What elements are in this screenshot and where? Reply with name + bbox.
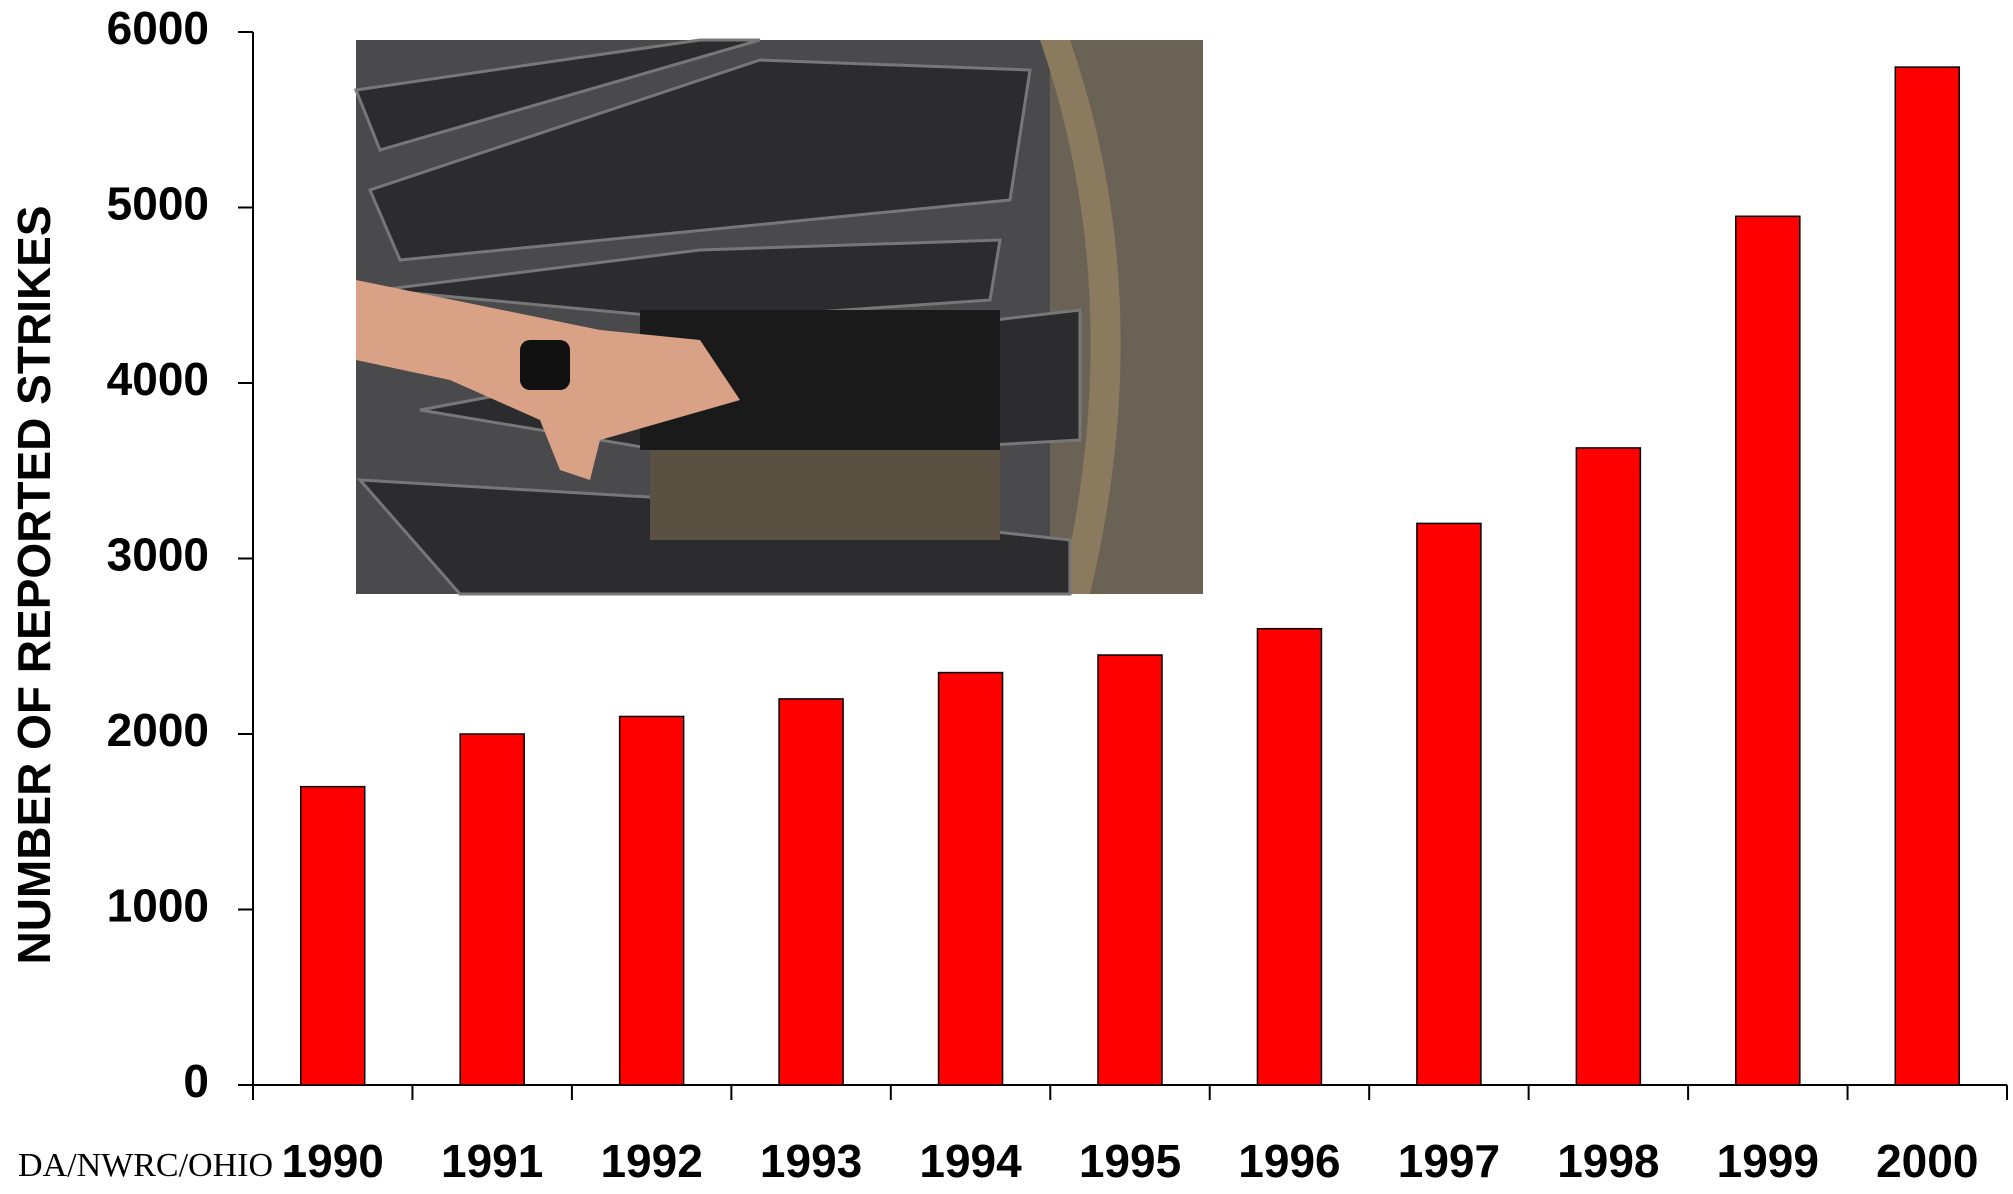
bar xyxy=(937,671,1004,1086)
bar xyxy=(618,715,685,1086)
x-tick-label: 1993 xyxy=(760,1135,862,1187)
bar xyxy=(1416,522,1482,1086)
credit: DA/NWRC/OHIO xyxy=(18,1147,273,1184)
x-tick-label: 1994 xyxy=(919,1135,1022,1187)
y-tick-label: 4000 xyxy=(107,353,209,405)
x-tick-label: 1992 xyxy=(600,1135,702,1187)
x-tick-label: 2000 xyxy=(1876,1135,1978,1187)
bar xyxy=(1097,654,1163,1086)
x-tick-label: 1996 xyxy=(1238,1135,1340,1187)
x-tick-label: 1995 xyxy=(1079,1135,1181,1187)
bar xyxy=(1256,627,1323,1086)
x-tick-label: 1999 xyxy=(1717,1135,1819,1187)
bar xyxy=(778,698,844,1086)
bar xyxy=(1894,66,1961,1086)
y-tick-label: 0 xyxy=(183,1055,209,1107)
x-tick-label: 1990 xyxy=(282,1135,384,1187)
y-tick-label: 1000 xyxy=(107,880,209,932)
x-tick-label: 1998 xyxy=(1557,1135,1659,1187)
bar xyxy=(1735,215,1801,1086)
bar xyxy=(1575,447,1642,1086)
photo xyxy=(353,38,1203,596)
x-tick-label: 1997 xyxy=(1398,1135,1500,1187)
x-tick-label: 1991 xyxy=(441,1135,543,1187)
y-tick-label: 5000 xyxy=(107,178,209,230)
y-axis-label: NUMBER OF REPORTED STRIKES xyxy=(8,205,60,964)
y-tick-label: 2000 xyxy=(107,704,209,756)
y-tick-label: 3000 xyxy=(107,529,209,581)
bar xyxy=(299,785,366,1086)
y-tick-label: 6000 xyxy=(107,2,209,54)
bar xyxy=(459,733,525,1086)
